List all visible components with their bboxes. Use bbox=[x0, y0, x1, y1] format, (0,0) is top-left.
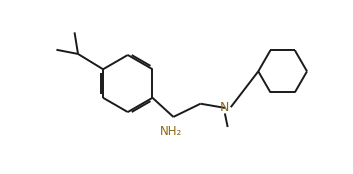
Text: NH₂: NH₂ bbox=[160, 125, 182, 138]
Text: N: N bbox=[220, 101, 229, 114]
